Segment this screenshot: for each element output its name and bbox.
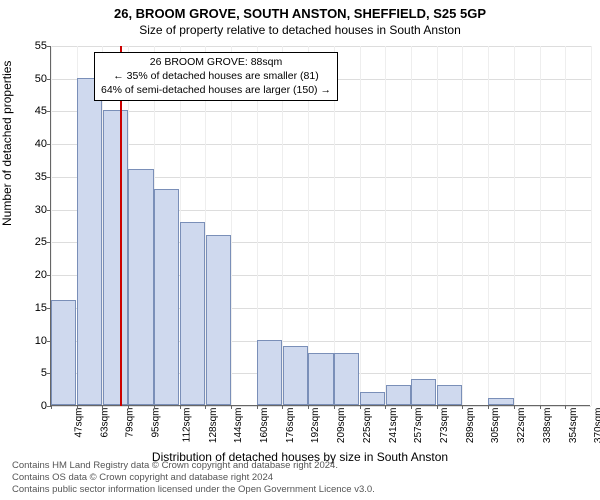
histogram-bar (334, 353, 359, 405)
histogram-bar (77, 78, 102, 405)
gridline-h (51, 46, 591, 47)
xtick-mark (540, 405, 541, 409)
xtick-label: 354sqm (568, 408, 579, 444)
xtick-label: 322sqm (516, 408, 527, 444)
xtick-label: 370sqm (593, 408, 600, 444)
xtick-mark (257, 405, 258, 409)
gridline-v (360, 46, 361, 406)
xtick-label: 128sqm (208, 408, 219, 444)
footer-line-3: Contains public sector information licen… (12, 484, 375, 496)
histogram-bar (411, 379, 436, 405)
gridline-v (437, 46, 438, 406)
footer-line-1: Contains HM Land Registry data © Crown c… (12, 460, 375, 472)
histogram-bar (257, 340, 282, 405)
xtick-mark (102, 405, 103, 409)
histogram-bar (103, 110, 128, 405)
annotation-line-3: 64% of semi-detached houses are larger (… (101, 83, 331, 97)
chart-title: 26, BROOM GROVE, SOUTH ANSTON, SHEFFIELD… (0, 0, 600, 21)
ytick-label: 50 (21, 73, 47, 85)
xtick-label: 192sqm (311, 408, 322, 444)
histogram-bar (308, 353, 333, 405)
xtick-mark (385, 405, 386, 409)
xtick-mark (565, 405, 566, 409)
xtick-label: 112sqm (181, 408, 192, 443)
ytick-label: 5 (21, 367, 47, 379)
footer-line-2: Contains OS data © Crown copyright and d… (12, 472, 375, 484)
gridline-v (514, 46, 515, 406)
ytick-label: 0 (21, 400, 47, 412)
ytick-label: 10 (21, 335, 47, 347)
xtick-label: 257sqm (413, 408, 424, 444)
xtick-label: 338sqm (542, 408, 553, 444)
annotation-line-1: 26 BROOM GROVE: 88sqm (101, 55, 331, 69)
gridline-v (540, 46, 541, 406)
histogram-bar (51, 300, 76, 405)
xtick-mark (282, 405, 283, 409)
gridline-v (462, 46, 463, 406)
xtick-label: 225sqm (362, 408, 373, 444)
ytick-label: 25 (21, 236, 47, 248)
xtick-label: 241sqm (388, 408, 399, 444)
xtick-mark (51, 405, 52, 409)
xtick-mark (77, 405, 78, 409)
ytick-label: 35 (21, 171, 47, 183)
xtick-mark (411, 405, 412, 409)
histogram-bar (437, 385, 462, 405)
xtick-label: 273sqm (439, 408, 450, 444)
footer-text: Contains HM Land Registry data © Crown c… (12, 460, 375, 496)
xtick-mark (360, 405, 361, 409)
xtick-mark (462, 405, 463, 409)
histogram-bar (488, 398, 513, 405)
xtick-label: 95sqm (151, 408, 162, 438)
gridline-v (591, 46, 592, 406)
xtick-mark (128, 405, 129, 409)
chart-container: 051015202530354045505547sqm63sqm79sqm95s… (50, 46, 590, 406)
histogram-bar (128, 169, 153, 405)
ytick-label: 20 (21, 269, 47, 281)
ytick-label: 55 (21, 40, 47, 52)
xtick-mark (231, 405, 232, 409)
xtick-mark (514, 405, 515, 409)
xtick-label: 176sqm (285, 408, 296, 444)
xtick-label: 305sqm (491, 408, 502, 444)
xtick-label: 144sqm (233, 408, 244, 444)
xtick-mark (180, 405, 181, 409)
annotation-line-2: ← 35% of detached houses are smaller (81… (101, 69, 331, 83)
xtick-label: 63sqm (99, 408, 110, 438)
histogram-bar (154, 189, 179, 405)
xtick-mark (154, 405, 155, 409)
histogram-bar (180, 222, 205, 405)
histogram-bar (360, 392, 385, 405)
gridline-v (488, 46, 489, 406)
xtick-mark (205, 405, 206, 409)
xtick-mark (488, 405, 489, 409)
y-axis-label: Number of detached properties (0, 61, 14, 226)
annotation-box: 26 BROOM GROVE: 88sqm ← 35% of detached … (94, 52, 338, 101)
chart-subtitle: Size of property relative to detached ho… (0, 21, 600, 37)
xtick-label: 160sqm (259, 408, 270, 444)
xtick-mark (437, 405, 438, 409)
ytick-label: 15 (21, 302, 47, 314)
xtick-mark (308, 405, 309, 409)
xtick-label: 289sqm (465, 408, 476, 444)
histogram-bar (283, 346, 308, 405)
gridline-v (411, 46, 412, 406)
gridline-h (51, 111, 591, 112)
histogram-bar (206, 235, 231, 405)
gridline-h (51, 144, 591, 145)
xtick-mark (334, 405, 335, 409)
histogram-bar (386, 385, 411, 405)
xtick-label: 47sqm (74, 408, 85, 438)
ytick-label: 30 (21, 204, 47, 216)
ytick-label: 40 (21, 138, 47, 150)
xtick-label: 209sqm (336, 408, 347, 444)
gridline-v (565, 46, 566, 406)
xtick-label: 79sqm (125, 408, 136, 438)
ytick-label: 45 (21, 105, 47, 117)
gridline-v (385, 46, 386, 406)
